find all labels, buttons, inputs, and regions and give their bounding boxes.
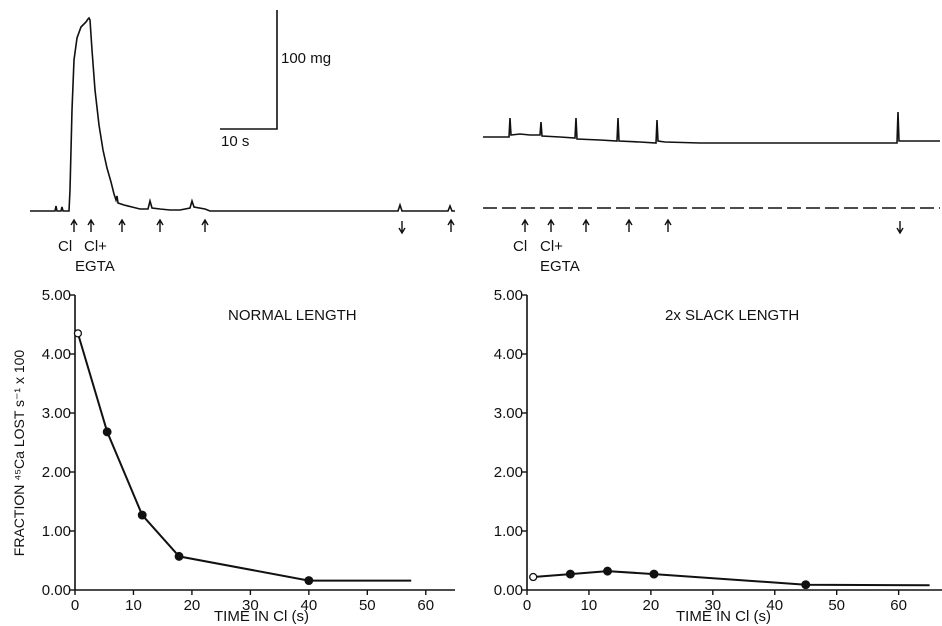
chart-left-axes: 0.00 1.00 2.00 3.00 4.00 5.00 0 10 20 30 40 50 60 bbox=[42, 287, 455, 614]
stim-arrow-6 bbox=[398, 221, 406, 235]
y-tick-label: 3.00 bbox=[42, 405, 71, 422]
y-tick-label: 2.00 bbox=[42, 464, 71, 481]
data-point bbox=[649, 569, 659, 579]
x-tick-label: 10 bbox=[581, 597, 598, 614]
y-tick-label: 4.00 bbox=[494, 346, 523, 363]
stim-arrow-7 bbox=[447, 218, 455, 232]
x-tick-label: 40 bbox=[301, 597, 318, 614]
data-point bbox=[304, 576, 314, 586]
y-tick-label: 4.00 bbox=[42, 346, 71, 363]
data-point bbox=[174, 551, 184, 561]
stim-arrow-1 bbox=[70, 218, 78, 232]
data-point-open bbox=[73, 329, 83, 338]
chart-left-ylabel: FRACTION ⁴⁵Ca LOST s⁻¹ x 100 bbox=[11, 350, 27, 557]
x-tick-label: 40 bbox=[766, 597, 783, 614]
chart-left-title: NORMAL LENGTH bbox=[228, 307, 357, 324]
stim-arrow-2 bbox=[87, 218, 95, 232]
stim-label-egta-right: EGTA bbox=[540, 258, 580, 275]
stim-arrow-r2 bbox=[547, 218, 555, 232]
y-tick-label: 1.00 bbox=[42, 523, 71, 540]
scale-bar-force-label: 100 mg bbox=[281, 50, 331, 67]
x-tick-label: 30 bbox=[242, 597, 259, 614]
data-point bbox=[603, 566, 612, 576]
scale-bar-time-label: 10 s bbox=[221, 133, 249, 150]
y-tick-label: 1.00 bbox=[494, 523, 523, 540]
stim-arrow-r5 bbox=[664, 218, 672, 232]
y-tick-label: 2.00 bbox=[494, 464, 523, 481]
stim-label-cl-right: Cl bbox=[513, 238, 527, 255]
chart-normal-length: NORMAL LENGTH TIME IN Cl (s) FRACTION ⁴⁵… bbox=[11, 287, 455, 625]
stim-arrow-r1 bbox=[521, 218, 529, 232]
chart-left-marks bbox=[73, 329, 412, 586]
x-tick-label: 20 bbox=[184, 597, 201, 614]
series-line bbox=[76, 333, 412, 582]
data-point bbox=[102, 427, 112, 437]
stim-arrow-3 bbox=[118, 218, 126, 232]
chart-left-xlabel: TIME IN Cl (s) bbox=[214, 608, 309, 625]
stim-label-clplus-right: Cl+ bbox=[540, 238, 563, 255]
tension-trace-left bbox=[30, 16, 455, 212]
y-tick-label: 0.00 bbox=[494, 582, 523, 599]
stim-arrow-4 bbox=[156, 218, 164, 232]
chart-right-marks bbox=[529, 566, 930, 590]
x-tick-label: 50 bbox=[359, 597, 376, 614]
chart-right-axes: 0.00 1.00 2.00 3.00 4.00 5.00 0 10 20 30 40 50 60 bbox=[494, 287, 942, 614]
tension-trace-right bbox=[483, 111, 940, 144]
y-tick-label: 3.00 bbox=[494, 405, 523, 422]
x-tick-label: 20 bbox=[643, 597, 660, 614]
x-tick-label: 0 bbox=[523, 597, 531, 614]
stim-arrow-r3 bbox=[582, 218, 590, 232]
x-tick-label: 60 bbox=[890, 597, 907, 614]
y-tick-label: 0.00 bbox=[42, 582, 71, 599]
data-point bbox=[565, 569, 575, 579]
stim-arrow-r4 bbox=[625, 218, 633, 232]
stim-label-cl-left: Cl bbox=[58, 238, 72, 255]
chart-right-title: 2x SLACK LENGTH bbox=[665, 307, 799, 324]
series-line bbox=[533, 570, 930, 587]
chart-right-xlabel: TIME IN Cl (s) bbox=[676, 608, 771, 625]
x-tick-label: 50 bbox=[828, 597, 845, 614]
x-tick-label: 30 bbox=[704, 597, 721, 614]
x-tick-label: 60 bbox=[417, 597, 434, 614]
stim-label-egta-left: EGTA bbox=[75, 258, 115, 275]
y-tick-label: 5.00 bbox=[494, 287, 523, 304]
x-tick-label: 0 bbox=[71, 597, 79, 614]
scale-bar-lines bbox=[220, 10, 278, 130]
data-point-open bbox=[529, 572, 538, 582]
stim-arrow-r6 bbox=[896, 221, 904, 235]
x-tick-label: 10 bbox=[125, 597, 142, 614]
trace-normal-length: Cl Cl+ EGTA bbox=[30, 16, 455, 275]
data-point bbox=[801, 580, 811, 590]
chart-slack-length: 2x SLACK LENGTH TIME IN Cl (s) 0.00 1.00 2… bbox=[494, 287, 942, 625]
y-tick-label: 5.00 bbox=[42, 287, 71, 304]
scale-bar: 100 mg 10 s bbox=[220, 10, 331, 150]
trace-slack-length: Cl Cl+ EGTA bbox=[483, 111, 940, 275]
stim-arrow-5 bbox=[201, 218, 209, 232]
stim-label-clplus-left: Cl+ bbox=[84, 238, 107, 255]
data-point bbox=[137, 510, 147, 520]
